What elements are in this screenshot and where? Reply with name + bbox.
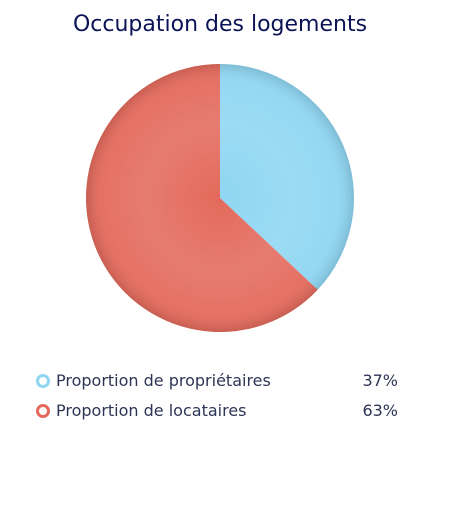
legend-marker-locataires bbox=[36, 404, 50, 418]
legend-item-locataires[interactable]: Proportion de locataires 63% bbox=[36, 396, 406, 426]
chart-title: Occupation des logements bbox=[72, 12, 368, 37]
legend: Proportion de propriétaires 37% Proporti… bbox=[36, 366, 406, 426]
legend-label-proprietaires: Proportion de propriétaires bbox=[56, 371, 271, 390]
legend-label-locataires: Proportion de locataires bbox=[56, 401, 247, 420]
legend-marker-proprietaires bbox=[36, 374, 50, 388]
pie-chart bbox=[80, 58, 360, 338]
legend-value-locataires: 63% bbox=[362, 401, 398, 420]
pie-svg bbox=[85, 64, 354, 332]
legend-value-proprietaires: 37% bbox=[362, 371, 398, 390]
legend-item-proprietaires[interactable]: Proportion de propriétaires 37% bbox=[36, 366, 406, 396]
pie-shading bbox=[86, 64, 354, 332]
